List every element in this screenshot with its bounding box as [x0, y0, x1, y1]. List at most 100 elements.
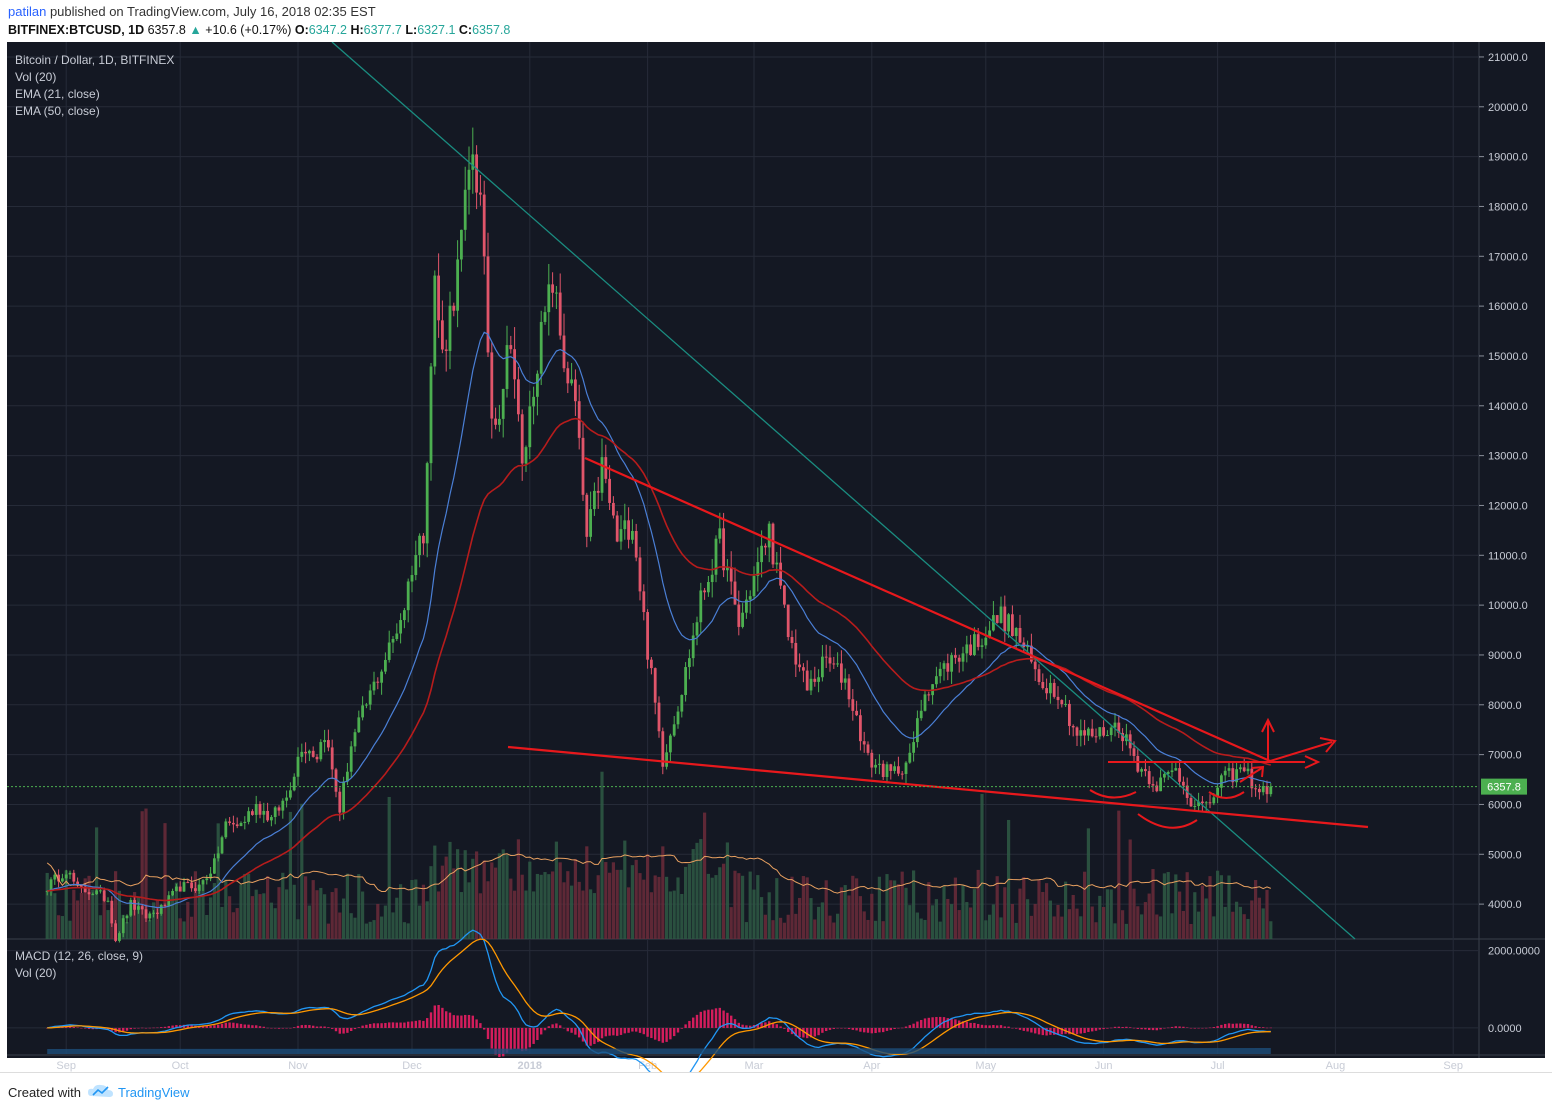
breakout-arrow[interactable]: [1269, 741, 1333, 762]
candle-body: [532, 396, 535, 407]
volume-bar: [505, 854, 509, 939]
histogram-bar: [205, 1025, 208, 1028]
candle-body: [1052, 682, 1056, 697]
histogram-bar: [239, 1023, 243, 1028]
candle-body: [327, 740, 330, 748]
histogram-bar: [467, 1014, 471, 1028]
candle-body: [239, 823, 243, 827]
volume-bar: [752, 889, 756, 939]
volume-bar: [779, 917, 783, 939]
long-trendline[interactable]: [331, 42, 1356, 940]
volume-bar: [1124, 923, 1128, 939]
volume-bar: [1155, 914, 1159, 939]
author-link[interactable]: patilan: [8, 4, 47, 19]
histogram-bar: [1243, 1023, 1246, 1028]
candle-body: [813, 678, 817, 682]
candle-body: [589, 509, 592, 537]
histogram-bar: [251, 1025, 254, 1028]
histogram-bar: [923, 1018, 927, 1028]
histogram-bar: [927, 1017, 930, 1028]
histogram-bar: [741, 1024, 744, 1028]
volume-bar: [771, 920, 775, 939]
histogram-bar: [988, 1025, 991, 1028]
price-chart[interactable]: 6357.8 21000.0 20000.0 19000.0 18000.0 17000…: [0, 42, 1552, 1072]
histogram-bar: [300, 1025, 303, 1028]
legend-macd[interactable]: MACD (12, 26, close, 9): [15, 949, 143, 963]
candle-body: [634, 530, 638, 558]
legend-ema50[interactable]: EMA (50, close): [15, 104, 100, 118]
histogram-bar: [433, 1005, 436, 1028]
candle-body: [509, 345, 513, 350]
volume-bar: [972, 889, 976, 939]
candle-body: [881, 763, 885, 778]
volume-bar: [197, 885, 201, 939]
volume-bar: [1166, 872, 1170, 939]
volume-bar: [961, 885, 965, 939]
candle-body: [946, 663, 950, 672]
histogram-bar: [980, 1024, 984, 1028]
candle-body: [684, 667, 687, 696]
tradingview-link[interactable]: TradingView: [118, 1085, 190, 1100]
volume-bar: [661, 846, 665, 939]
curve-arrow[interactable]: [1239, 767, 1263, 783]
candle-body: [665, 752, 668, 767]
volume-bar: [908, 905, 912, 939]
histogram-bar: [494, 1027, 497, 1055]
volume-bar: [494, 867, 498, 939]
histogram-bar: [1174, 1026, 1177, 1028]
candle-body: [178, 886, 182, 892]
candle-body: [703, 590, 706, 593]
volume-bar: [585, 846, 589, 939]
lower-wedge-line[interactable]: [507, 745, 1369, 829]
volume-bar: [288, 811, 292, 939]
candle-body: [53, 874, 57, 880]
volume-bar: [296, 919, 300, 939]
volume-bar: [152, 902, 156, 939]
upper-wedge-line[interactable]: [584, 456, 1271, 763]
candle-body: [384, 659, 387, 672]
histogram-bar: [255, 1025, 258, 1028]
candle-body: [129, 899, 133, 916]
histogram-bar: [1068, 1027, 1071, 1035]
legend-macd-volume[interactable]: Vol (20): [15, 966, 56, 980]
volume-bar: [991, 904, 995, 939]
histogram-bar: [1106, 1027, 1109, 1029]
volume-bar: [60, 916, 64, 939]
histogram-bar: [969, 1022, 972, 1028]
volume-bar: [562, 882, 566, 939]
histogram-bar: [1227, 1023, 1231, 1028]
volume-bar: [254, 889, 258, 939]
histogram-bar: [1155, 1027, 1158, 1031]
volume-bar: [1227, 875, 1231, 939]
histogram-bar: [840, 1027, 843, 1029]
volume-bar: [53, 893, 57, 939]
histogram-bar: [836, 1027, 839, 1029]
candle-body: [247, 811, 250, 822]
candle-body: [308, 750, 311, 754]
candle-body: [513, 349, 516, 380]
histogram-bar: [562, 1027, 566, 1029]
candle-body: [1208, 802, 1212, 804]
candle-body: [1242, 767, 1246, 772]
volume-bar: [836, 913, 840, 939]
histogram-bar: [1250, 1025, 1253, 1028]
legend-ema21[interactable]: EMA (21, close): [15, 87, 100, 101]
candle-body: [1212, 797, 1216, 804]
candle-body: [114, 923, 117, 941]
candle-body: [486, 256, 490, 353]
candle-body: [228, 821, 231, 823]
price-axis[interactable]: [1479, 42, 1545, 1058]
histogram-bar: [65, 1026, 68, 1028]
candle-body: [543, 312, 547, 322]
breakout-arrow-icon: [1319, 737, 1337, 753]
candle-body: [1030, 645, 1033, 662]
volume-bar: [1037, 879, 1041, 939]
volume-bar: [1212, 916, 1216, 939]
volume-bar: [1238, 906, 1242, 939]
volume-bar: [672, 890, 676, 939]
legend-volume[interactable]: Vol (20): [15, 70, 56, 84]
volume-bar: [1094, 922, 1098, 939]
x-tick-label: Sep: [56, 1060, 76, 1072]
candle-body: [574, 379, 577, 402]
legend-title[interactable]: Bitcoin / Dollar, 1D, BITFINEX: [15, 53, 174, 67]
